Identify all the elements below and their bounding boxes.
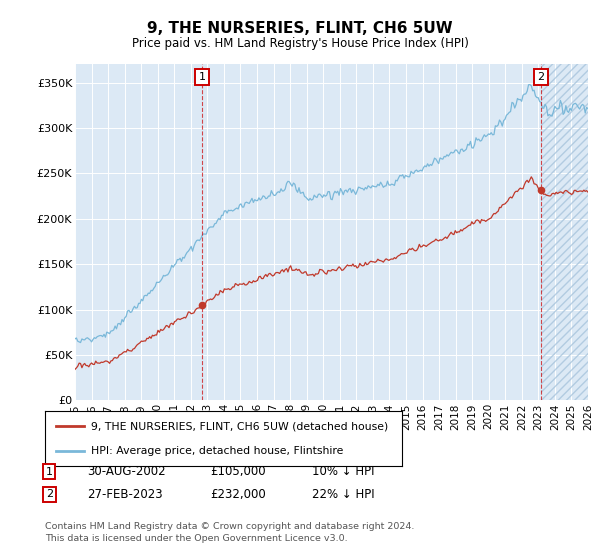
Text: £232,000: £232,000 (210, 488, 266, 501)
Text: 30-AUG-2002: 30-AUG-2002 (87, 465, 166, 478)
Text: 9, THE NURSERIES, FLINT, CH6 5UW (detached house): 9, THE NURSERIES, FLINT, CH6 5UW (detach… (91, 422, 389, 431)
Text: 1: 1 (46, 466, 53, 477)
Text: This data is licensed under the Open Government Licence v3.0.: This data is licensed under the Open Gov… (45, 534, 347, 543)
Text: 27-FEB-2023: 27-FEB-2023 (87, 488, 163, 501)
Text: Price paid vs. HM Land Registry's House Price Index (HPI): Price paid vs. HM Land Registry's House … (131, 37, 469, 50)
Text: 22% ↓ HPI: 22% ↓ HPI (312, 488, 374, 501)
Text: 2: 2 (46, 489, 53, 500)
Text: HPI: Average price, detached house, Flintshire: HPI: Average price, detached house, Flin… (91, 446, 344, 455)
Text: £105,000: £105,000 (210, 465, 266, 478)
Text: 9, THE NURSERIES, FLINT, CH6 5UW: 9, THE NURSERIES, FLINT, CH6 5UW (147, 21, 453, 36)
Text: 2: 2 (538, 72, 545, 82)
Text: Contains HM Land Registry data © Crown copyright and database right 2024.: Contains HM Land Registry data © Crown c… (45, 522, 415, 531)
Text: 1: 1 (199, 72, 205, 82)
Text: 10% ↓ HPI: 10% ↓ HPI (312, 465, 374, 478)
